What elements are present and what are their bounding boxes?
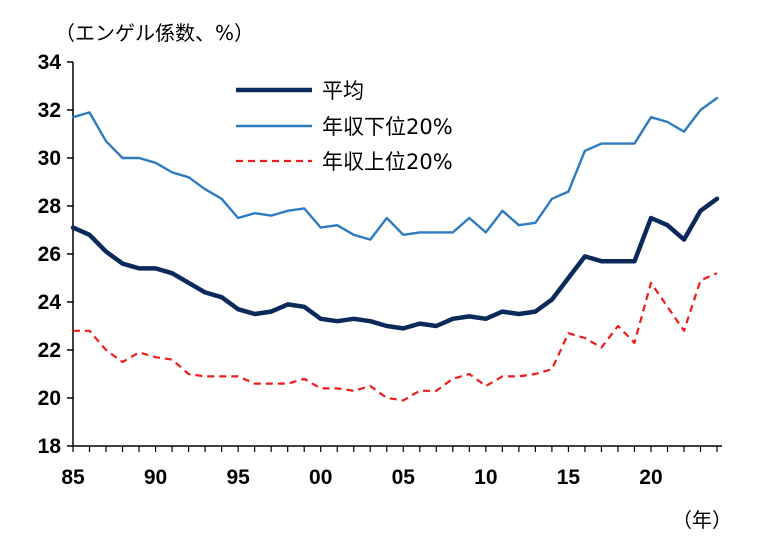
y-tick-label: 26 (38, 243, 61, 266)
axes: 18 20 22 24 26 28 30 32 34 85 90 95 00 05 10 15 20 (38, 51, 722, 489)
y-tick-label: 22 (38, 339, 61, 362)
y-tick-label: 24 (38, 291, 62, 314)
series-line-1 (71, 96, 719, 241)
x-tick-label: 10 (474, 466, 497, 489)
x-tick-label: 00 (309, 466, 332, 489)
x-tick-label: 95 (226, 466, 250, 489)
y-tick-label: 28 (38, 195, 62, 218)
legend-label-1: 年収下位20% (322, 115, 453, 139)
y-tick-label: 32 (38, 99, 61, 122)
x-tick-label: 20 (639, 466, 662, 489)
y-axis-title: （エンゲル係数、%） (55, 21, 254, 45)
x-tick-label: 05 (392, 466, 416, 489)
y-tick-label: 20 (38, 387, 61, 410)
y-tick-label: 30 (38, 147, 61, 170)
series-line-2 (73, 272, 718, 402)
x-axis-title: （年） (672, 508, 732, 532)
x-tick-label: 90 (144, 466, 167, 489)
x-tick-label: 85 (61, 466, 85, 489)
y-tick-label: 18 (38, 435, 62, 458)
legend-label-0: 平均 (322, 79, 364, 103)
y-tick-label: 34 (38, 51, 62, 74)
series-layer (70, 96, 720, 402)
series-line-0 (70, 196, 720, 331)
x-tick-label: 15 (557, 466, 581, 489)
legend-label-2: 年収上位20% (322, 150, 453, 174)
